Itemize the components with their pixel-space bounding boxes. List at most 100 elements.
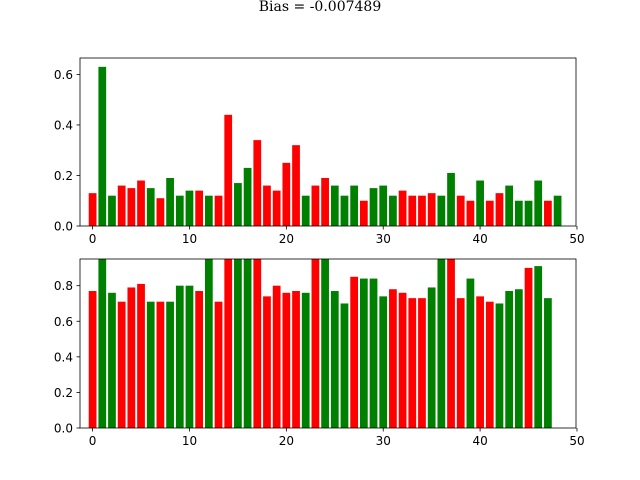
bar (195, 190, 204, 226)
bar (447, 259, 455, 428)
bar (350, 276, 359, 428)
bar (156, 301, 165, 428)
bar (301, 292, 310, 428)
bar (224, 259, 233, 428)
bar (427, 193, 436, 226)
y-tick-label: 0.2 (54, 169, 73, 183)
bar (166, 178, 174, 226)
bar (418, 195, 426, 226)
bar (330, 291, 339, 428)
axes-frame (79, 258, 577, 429)
bar (214, 195, 223, 226)
bar (553, 195, 562, 226)
bar (321, 178, 329, 226)
bar (466, 278, 475, 428)
bar (253, 259, 262, 428)
bars (88, 259, 552, 428)
x-tick-label: 20 (279, 434, 294, 448)
bar (359, 200, 368, 226)
bar (292, 291, 300, 428)
bar (301, 195, 310, 226)
bar (524, 200, 533, 226)
bar (204, 195, 213, 226)
bar (272, 190, 281, 226)
bar (544, 298, 552, 428)
x-tick-label: 0 (89, 434, 97, 448)
y-tick-label: 0.6 (54, 315, 73, 329)
bar (195, 291, 204, 428)
x-tick-label: 10 (182, 434, 197, 448)
bar (359, 278, 368, 428)
bar (437, 259, 446, 428)
bar (369, 278, 378, 428)
x-tick-label: 30 (376, 232, 391, 246)
y-tick-label: 0.8 (54, 279, 73, 293)
bar (127, 188, 136, 226)
bar (495, 193, 504, 226)
bar (156, 198, 165, 226)
bar (398, 292, 407, 428)
bar (398, 190, 407, 226)
x-tick-label: 50 (569, 232, 584, 246)
bar (534, 266, 543, 428)
bar (427, 287, 436, 428)
bar (214, 301, 223, 428)
x-tick-label: 20 (279, 232, 294, 246)
bar (272, 285, 281, 428)
bar (379, 296, 388, 428)
bar (408, 195, 417, 226)
bar (243, 259, 252, 428)
x-tick-label: 40 (472, 232, 487, 246)
bar (505, 185, 514, 226)
bar (476, 296, 484, 428)
bar (234, 259, 242, 428)
bar (408, 298, 417, 428)
axes-frame (79, 57, 577, 227)
bar (224, 114, 233, 226)
bar (456, 195, 465, 226)
x-tick-label: 0 (89, 232, 97, 246)
y-tick-label: 0.0 (54, 422, 73, 436)
bar (253, 140, 262, 226)
figure-title: Bias = -0.007489 (258, 0, 382, 15)
bar (418, 298, 426, 428)
bar (204, 259, 213, 428)
y-tick-label: 0.4 (54, 118, 73, 132)
x-tick-label: 30 (376, 434, 391, 448)
bar (476, 180, 484, 226)
bar (88, 291, 97, 428)
bar (505, 291, 514, 428)
bar (369, 188, 378, 226)
bar (282, 292, 291, 428)
bar (466, 200, 475, 226)
bar (485, 200, 494, 226)
bar (166, 301, 174, 428)
bar (292, 145, 300, 226)
bar (175, 285, 184, 428)
bar (379, 185, 388, 226)
bar (311, 259, 320, 428)
bar (98, 66, 107, 226)
bar (485, 301, 494, 428)
bar (514, 200, 523, 226)
bar (108, 195, 116, 226)
top-bar-chart: 0 10 20 30 40 50 0.0 0.2 0.4 0.6 (54, 57, 585, 246)
x-tick-label: 50 (569, 434, 584, 448)
bar (137, 283, 145, 428)
bar (108, 292, 116, 428)
bar (185, 190, 194, 226)
bar (447, 172, 455, 226)
bar (311, 185, 320, 226)
x-tick-label: 40 (472, 434, 487, 448)
bar (495, 303, 504, 428)
bar (146, 188, 155, 226)
bar (98, 259, 107, 428)
bars (88, 66, 562, 226)
y-tick-label: 0.4 (54, 350, 73, 364)
bar (524, 267, 533, 428)
bar (185, 285, 194, 428)
y-tick-label: 0.0 (54, 220, 73, 234)
bar (544, 200, 552, 226)
x-tick-label: 10 (182, 232, 197, 246)
